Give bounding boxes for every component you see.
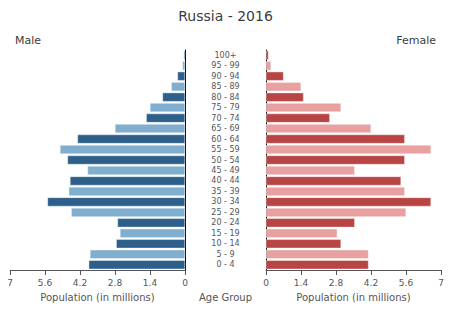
svg-text:Population (in millions): Population (in millions) [40, 292, 154, 303]
svg-text:65 - 69: 65 - 69 [211, 124, 239, 133]
svg-text:2.8: 2.8 [108, 278, 123, 288]
svg-text:5 - 9: 5 - 9 [216, 250, 234, 259]
svg-text:1.4: 1.4 [294, 278, 309, 288]
svg-text:100+: 100+ [215, 51, 237, 60]
svg-text:Russia - 2016: Russia - 2016 [178, 8, 273, 24]
svg-text:85 - 89: 85 - 89 [211, 82, 239, 91]
svg-text:35 - 39: 35 - 39 [211, 187, 239, 196]
svg-text:60 - 64: 60 - 64 [211, 135, 239, 144]
svg-text:90 - 94: 90 - 94 [211, 72, 239, 81]
svg-text:7: 7 [438, 278, 444, 288]
svg-text:15 - 19: 15 - 19 [211, 229, 239, 238]
svg-text:1.4: 1.4 [143, 278, 158, 288]
svg-text:2.8: 2.8 [329, 278, 344, 288]
svg-text:30 - 34: 30 - 34 [211, 197, 239, 206]
svg-text:70 - 74: 70 - 74 [211, 114, 239, 123]
svg-text:Female: Female [396, 34, 436, 47]
svg-text:4.2: 4.2 [73, 278, 87, 288]
svg-text:Male: Male [15, 34, 41, 47]
svg-text:Age Group: Age Group [199, 292, 252, 303]
svg-text:10 - 14: 10 - 14 [211, 239, 239, 248]
svg-text:55 - 59: 55 - 59 [211, 145, 239, 154]
svg-text:50 - 54: 50 - 54 [211, 156, 239, 165]
svg-text:80 - 84: 80 - 84 [211, 93, 239, 102]
svg-text:4.2: 4.2 [364, 278, 378, 288]
svg-text:25 - 29: 25 - 29 [211, 208, 239, 217]
svg-text:20 - 24: 20 - 24 [211, 218, 239, 227]
svg-text:7: 7 [7, 278, 13, 288]
svg-text:0: 0 [182, 278, 188, 288]
svg-text:5.6: 5.6 [38, 278, 53, 288]
svg-text:0: 0 [263, 278, 269, 288]
svg-text:40 - 44: 40 - 44 [211, 176, 239, 185]
svg-text:45 - 49: 45 - 49 [211, 166, 239, 175]
svg-text:5.6: 5.6 [399, 278, 414, 288]
svg-text:95 - 99: 95 - 99 [211, 61, 239, 70]
svg-text:Population (in millions): Population (in millions) [296, 292, 410, 303]
svg-text:75 - 79: 75 - 79 [211, 103, 239, 112]
svg-text:0 - 4: 0 - 4 [216, 260, 234, 269]
